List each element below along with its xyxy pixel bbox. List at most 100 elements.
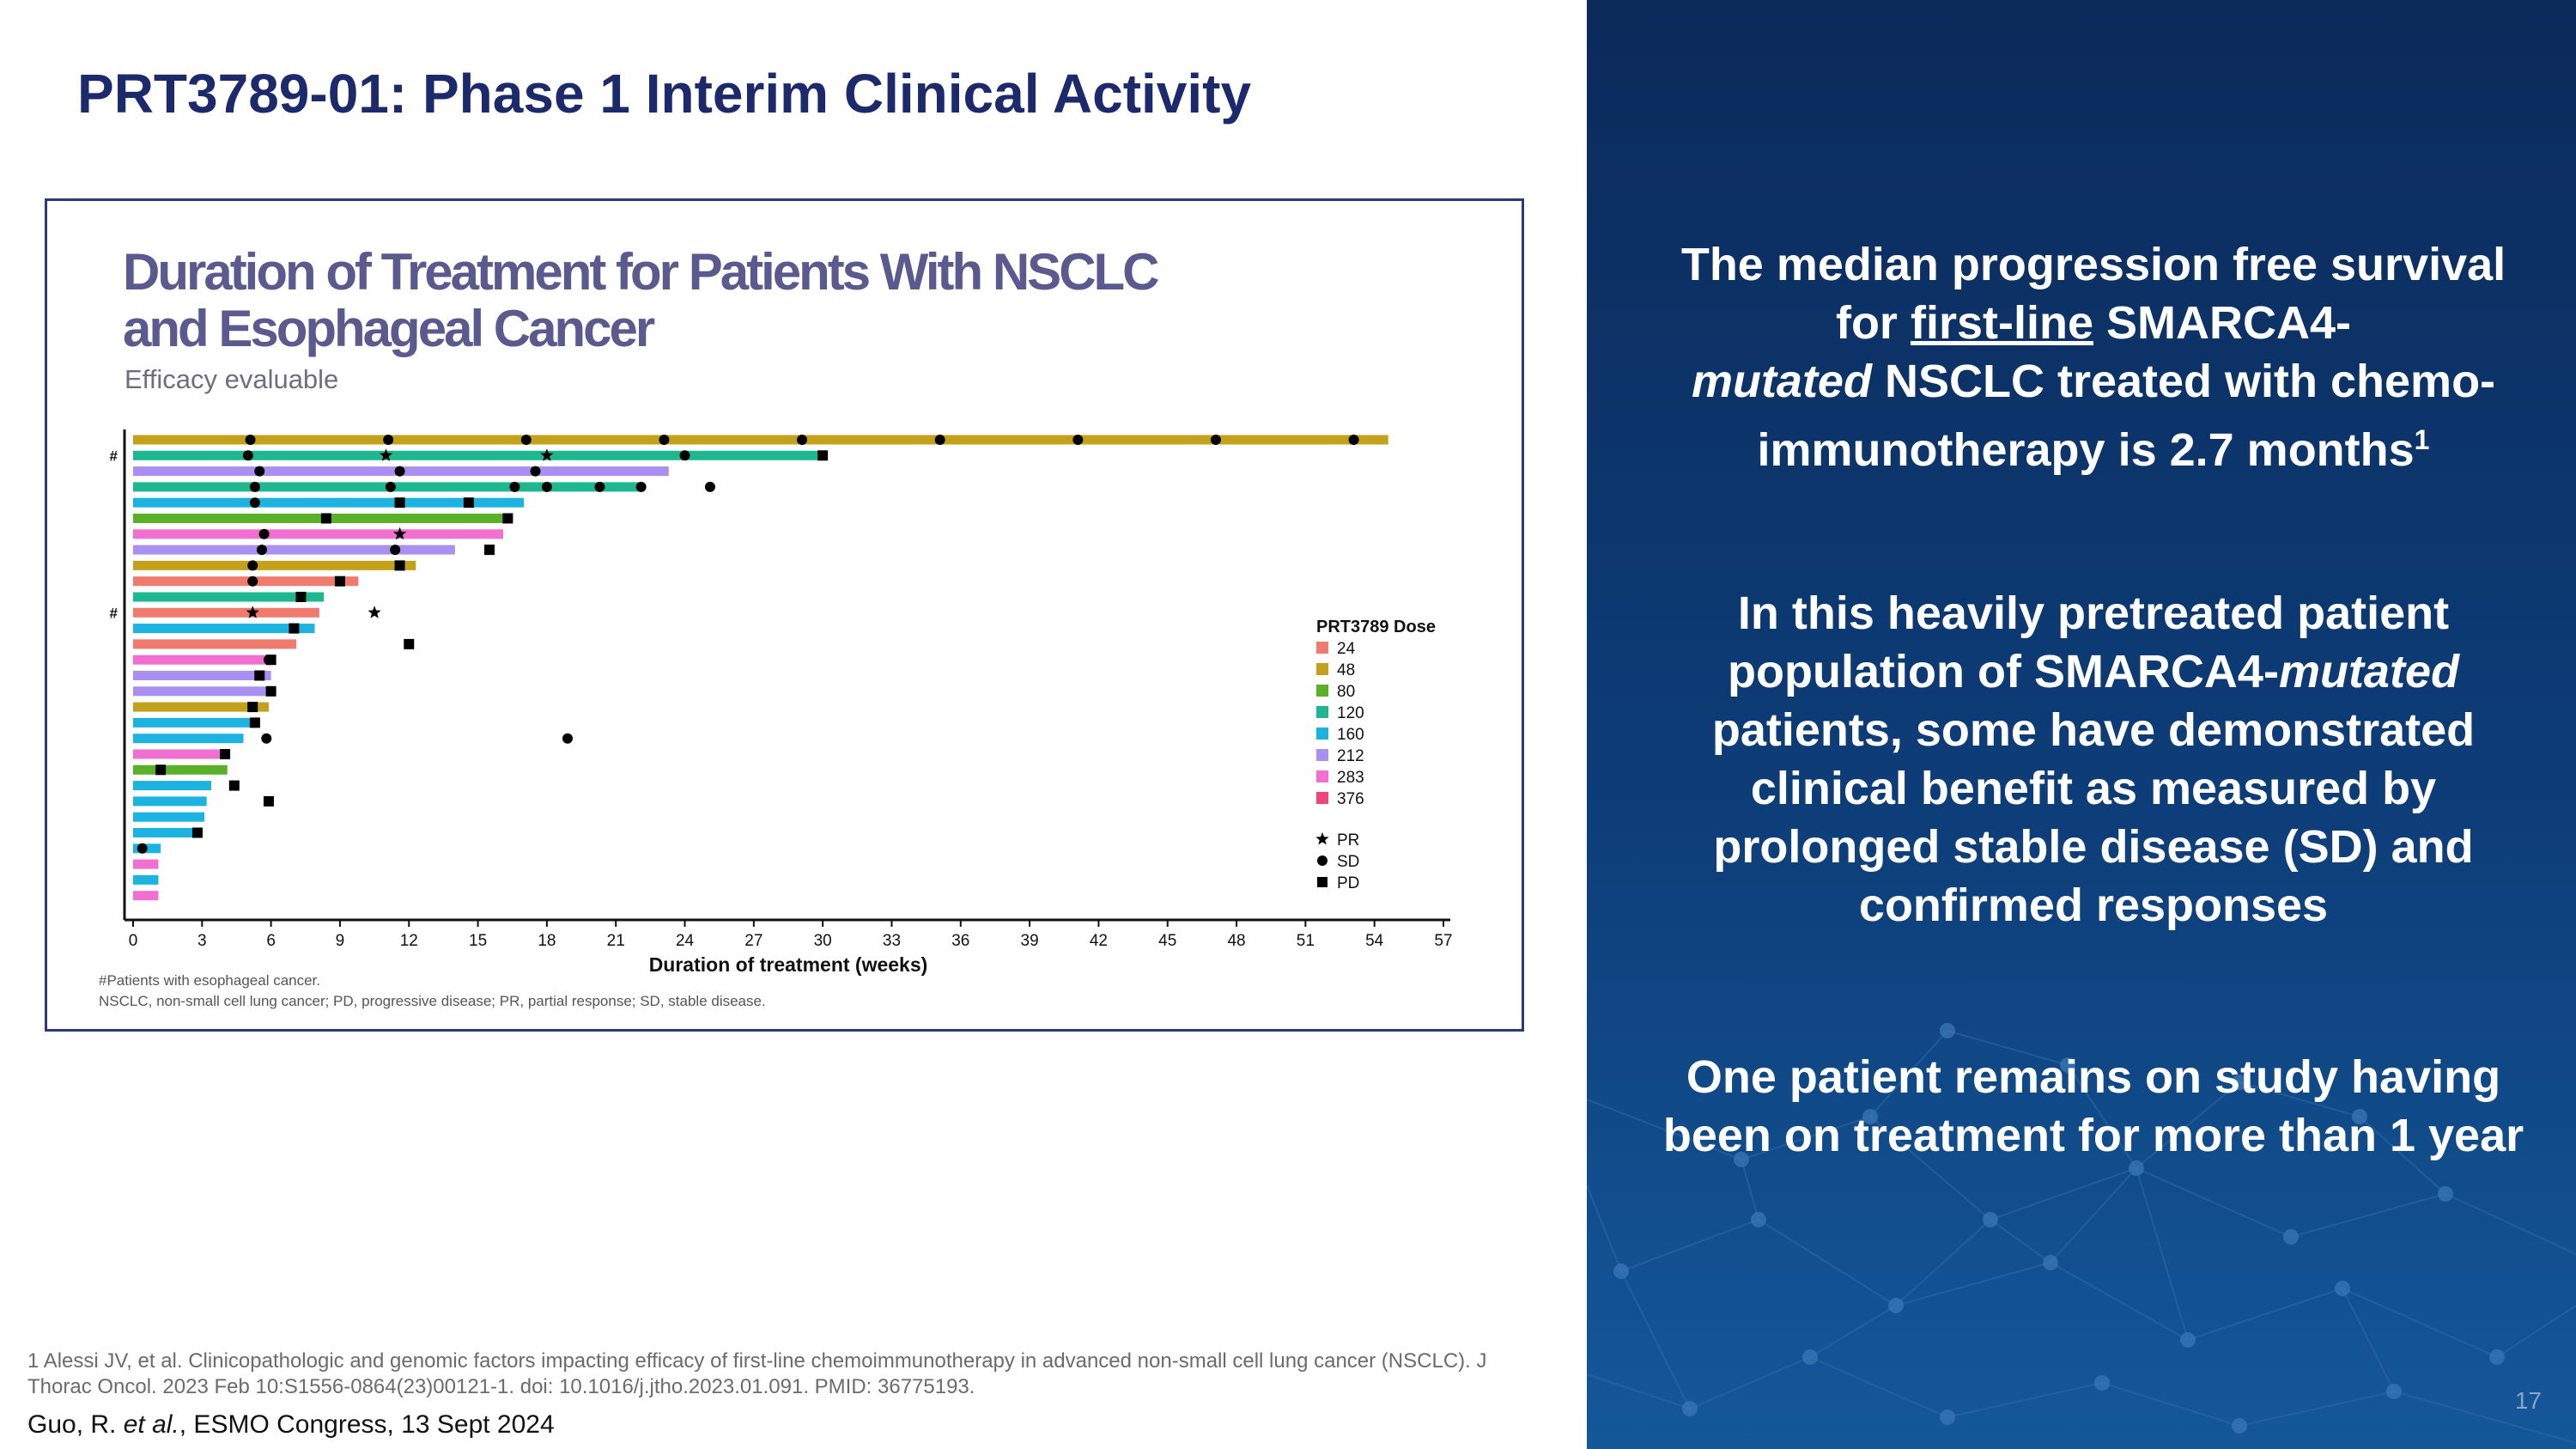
patient-row: # (110, 605, 381, 621)
patient-bar (133, 717, 253, 728)
legend-swatch (1316, 706, 1328, 718)
patient-bar (133, 592, 325, 602)
sd-marker (249, 481, 260, 492)
pd-marker (254, 670, 265, 681)
sd-marker (704, 481, 715, 492)
x-tick-label: 6 (266, 932, 276, 950)
pd-marker (404, 638, 415, 649)
legend-marker-label: PR (1337, 831, 1359, 849)
pd-marker (394, 560, 405, 571)
sd-marker (137, 843, 148, 854)
patient-row (133, 670, 271, 681)
patient-row (133, 435, 1388, 445)
legend-marker-label: PD (1337, 874, 1359, 892)
patient-bar (133, 702, 269, 712)
patient-row (133, 717, 260, 728)
pd-marker (247, 702, 258, 713)
sd-marker (562, 733, 573, 744)
legend-label: 212 (1337, 747, 1364, 765)
patient-bar (133, 686, 271, 697)
patient-row (133, 780, 240, 791)
patient-bar (133, 764, 228, 775)
patient-bar (133, 639, 297, 649)
pd-marker (263, 795, 274, 807)
sd-marker (1348, 435, 1359, 445)
pd-marker (265, 654, 276, 666)
legend-label: 80 (1337, 683, 1355, 701)
sd-marker (385, 481, 396, 492)
patient-row (133, 623, 315, 634)
patient-bar (133, 796, 207, 807)
network-background-graphic (1587, 1023, 2576, 1444)
pd-marker (295, 592, 307, 602)
patient-bar (133, 545, 455, 555)
sd-marker (249, 497, 260, 508)
sd-marker (390, 545, 401, 556)
chart-footnote-esophageal: #Patients with esophageal cancer. (99, 972, 321, 989)
x-tick-label: 12 (400, 932, 418, 950)
pd-marker (228, 780, 240, 791)
summary-panel: The median progression free survival for… (1587, 0, 2576, 1449)
x-tick-label: 42 (1090, 932, 1108, 950)
patient-row (133, 560, 416, 571)
chart-title: Duration of Treatment for Patients With … (123, 244, 1160, 357)
x-tick-label: 27 (744, 932, 762, 950)
legend-swatch (1316, 728, 1328, 740)
legend-swatch (1316, 663, 1328, 675)
x-tick-label: 39 (1021, 932, 1039, 950)
chart-legend: PRT3789 Dose 24 48 80 120 160 212 283 376 PR SD PD (1315, 618, 1436, 892)
legend-swatch (1316, 749, 1328, 761)
patient-row (133, 843, 161, 854)
x-tick-label: 3 (197, 932, 207, 950)
patient-bar (133, 828, 196, 837)
sd-marker (242, 450, 253, 461)
sd-marker (258, 528, 270, 539)
patient-bar (133, 671, 271, 680)
patient-bar (133, 450, 823, 460)
patient-row (133, 859, 159, 869)
sd-marker (261, 733, 272, 744)
patient-row (133, 749, 231, 759)
sd-marker (934, 435, 945, 445)
x-tick-label: 24 (676, 932, 695, 950)
page-number: 17 (2514, 1387, 2542, 1414)
patient-bar (133, 624, 315, 634)
x-tick-label: 54 (1365, 932, 1384, 950)
panel-paragraph-on-study: One patient remains on study having been… (1662, 1051, 2524, 1161)
x-tick-label: 33 (883, 932, 901, 950)
patient-row (133, 592, 325, 602)
pd-marker (220, 749, 231, 759)
x-axis-label: Duration of treatment (weeks) (649, 953, 928, 976)
patient-row (133, 827, 203, 838)
patient-row (133, 527, 504, 540)
patient-bar (133, 874, 159, 885)
panel-paragraph-clinical-benefit: In this heavily pretreated patient popul… (1711, 588, 2476, 931)
pr-marker (540, 448, 554, 461)
pr-marker (246, 606, 259, 618)
patient-bar (133, 607, 319, 618)
patient-bar (133, 560, 416, 570)
patient-bar (133, 576, 359, 587)
x-tick-label: 18 (538, 932, 556, 950)
pd-marker (1317, 877, 1327, 887)
patient-bar (133, 749, 226, 759)
pd-marker (289, 623, 300, 634)
x-tick-label: 30 (814, 932, 832, 950)
patient-row (133, 764, 228, 776)
pd-marker (502, 513, 513, 524)
patient-row (133, 795, 274, 807)
patient-row (133, 497, 525, 508)
pd-marker (334, 575, 345, 587)
citation: Guo, R. et al., ESMO Congress, 13 Sept 2… (27, 1410, 555, 1439)
patient-row (133, 685, 276, 697)
patient-row (133, 575, 359, 587)
pd-marker (191, 827, 203, 838)
patient-bar (133, 497, 525, 508)
patient-bar (133, 654, 271, 665)
sd-marker (659, 435, 670, 445)
esophageal-flag: # (110, 605, 118, 621)
patient-bar (133, 859, 159, 869)
patient-row (133, 702, 269, 713)
chart-footnote-abbreviations: NSCLC, non-small cell lung cancer; PD, p… (99, 993, 766, 1009)
patient-row (133, 654, 276, 666)
